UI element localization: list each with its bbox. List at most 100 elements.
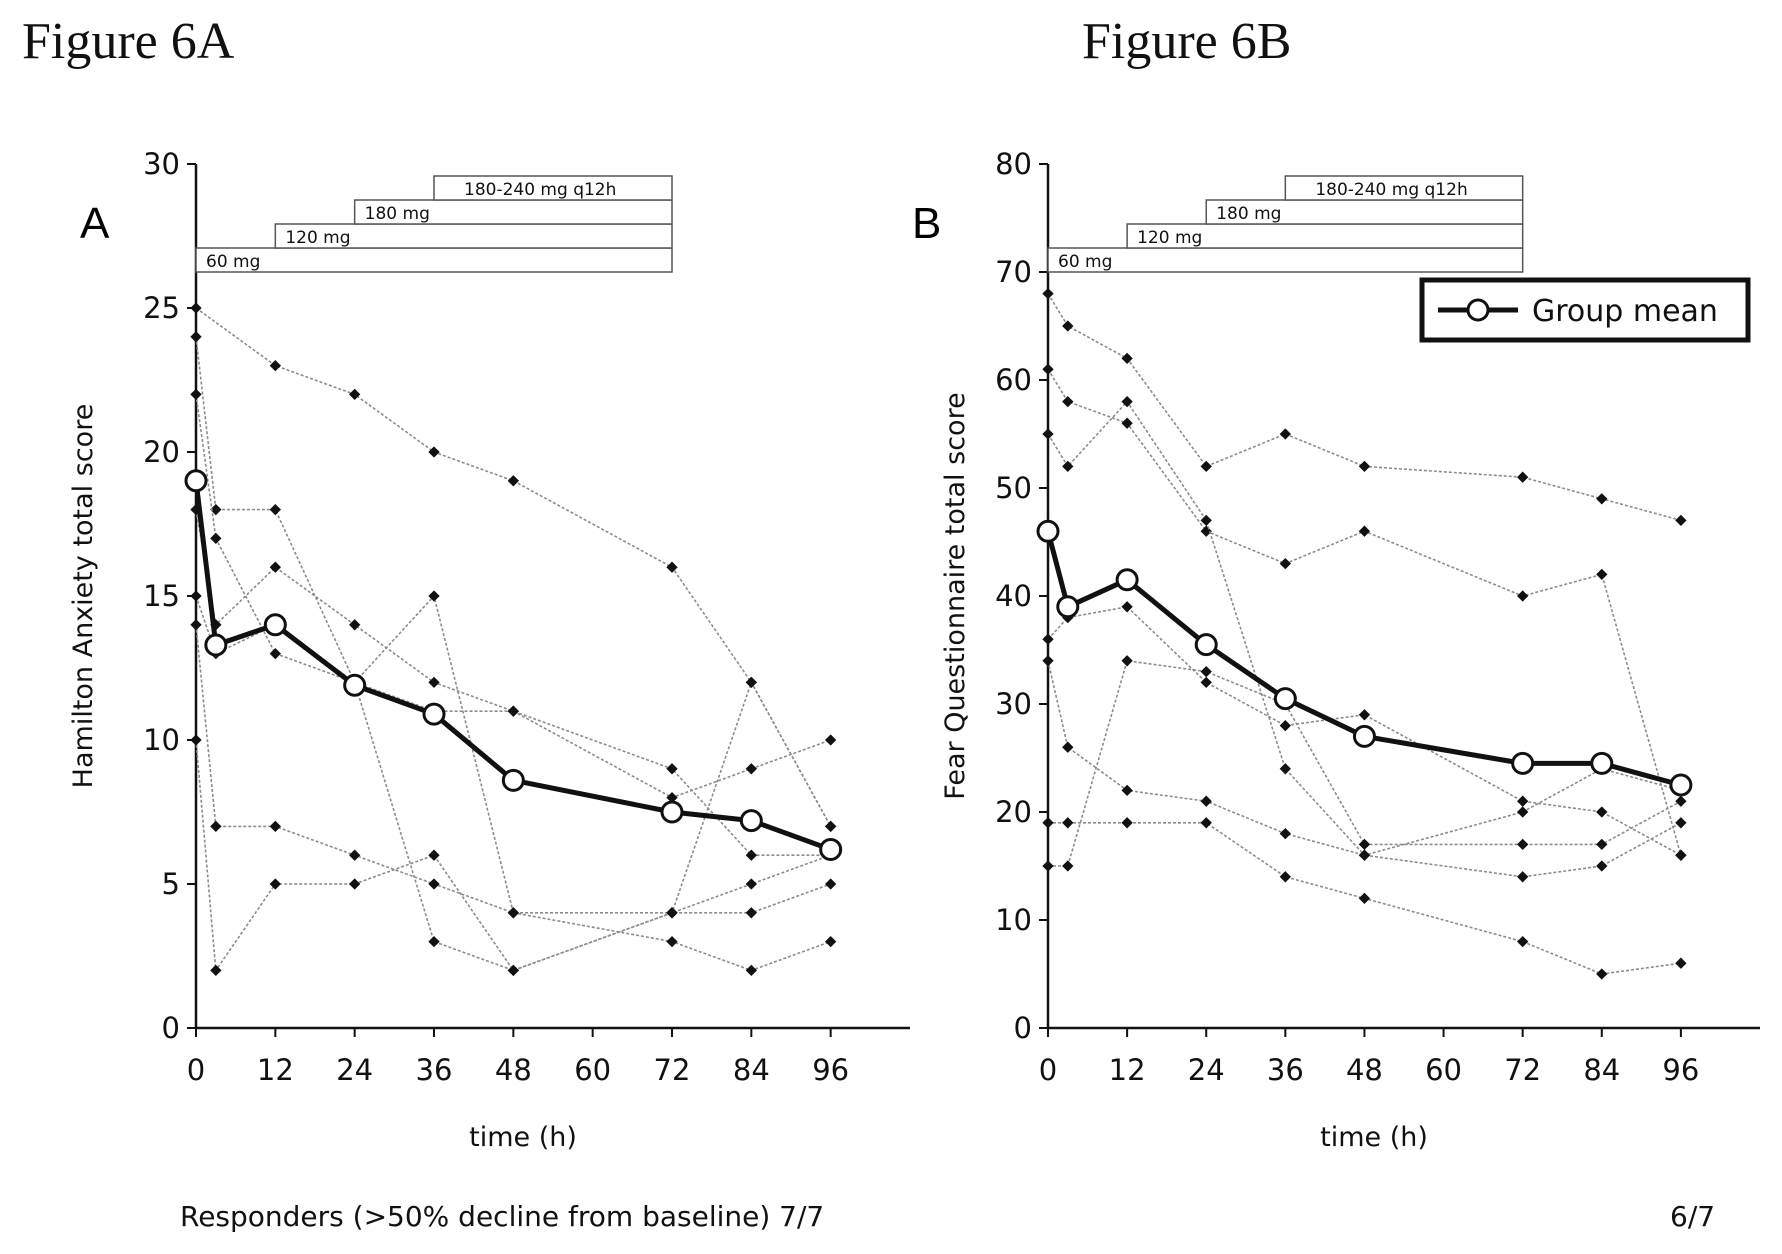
subject-point	[1279, 827, 1291, 840]
subject-point	[1121, 784, 1133, 797]
group-mean-point	[1669, 773, 1693, 797]
subject-point	[1279, 871, 1291, 883]
subject-point	[1675, 817, 1687, 829]
x-tick-label: 12	[257, 1053, 294, 1087]
subject-point	[1121, 395, 1133, 408]
subject-point	[1596, 860, 1608, 872]
subject-point	[666, 763, 678, 775]
group-mean-point	[263, 613, 287, 637]
x-tick-label: 84	[1583, 1053, 1620, 1087]
subject-point	[1200, 795, 1212, 807]
y-tick-label: 60	[995, 363, 1032, 397]
x-axis-title: time (h)	[469, 1122, 577, 1153]
subject-point	[745, 763, 757, 775]
y-tick-label: 10	[995, 903, 1032, 937]
subject-point	[1279, 763, 1291, 775]
y-tick-label: 50	[995, 471, 1032, 505]
dose-bar	[1126, 223, 1524, 249]
subject-point	[1675, 514, 1687, 527]
dose-label: 180-240 mg q12h	[464, 180, 616, 200]
responders-note-b: 6/7	[1670, 1200, 1716, 1233]
subject-point	[190, 331, 202, 343]
subject-point	[1517, 838, 1529, 851]
subject-point	[1517, 590, 1529, 602]
x-tick-label: 24	[1188, 1053, 1225, 1087]
subject-point	[428, 446, 440, 458]
dose-label: 180 mg	[1216, 204, 1281, 224]
subject-point	[428, 849, 440, 861]
subject-point	[1062, 320, 1074, 332]
dose-bar	[1284, 175, 1524, 201]
group-mean-point	[1511, 751, 1535, 775]
subject-line	[195, 624, 831, 972]
group-mean-point	[422, 702, 446, 726]
y-tick-label: 0	[1014, 1011, 1032, 1045]
group-mean-point	[1115, 568, 1139, 592]
group-mean-point	[1352, 724, 1376, 748]
subject-point	[269, 561, 281, 573]
dose-bar	[195, 247, 673, 273]
group-mean-line	[193, 480, 832, 852]
y-tick-label: 80	[995, 147, 1032, 181]
subject-point	[507, 907, 519, 919]
y-tick-label: 25	[143, 291, 180, 325]
subject-point	[1200, 817, 1212, 829]
subject-point	[269, 359, 281, 372]
subject-point	[1517, 806, 1529, 818]
y-tick-label: 15	[143, 579, 180, 613]
y-tick-label: 10	[143, 723, 180, 757]
x-tick-label: 24	[336, 1053, 373, 1087]
subject-point	[1062, 395, 1074, 408]
x-tick-label: 12	[1109, 1053, 1146, 1087]
subject-point	[210, 532, 222, 545]
subject-line	[1048, 821, 1681, 975]
group-mean-point	[204, 633, 228, 657]
subject-point	[1517, 795, 1529, 807]
subject-point	[190, 590, 202, 602]
dose-bar	[1205, 199, 1524, 225]
x-tick-label: 0	[187, 1053, 205, 1087]
subject-point	[1358, 709, 1371, 721]
subject-point	[745, 907, 757, 919]
x-tick-label: 96	[812, 1053, 849, 1087]
y-axis-title: Fear Questionnaire total score	[940, 392, 971, 799]
subject-point	[1358, 892, 1371, 905]
subject-point	[666, 907, 678, 919]
subject-point	[507, 475, 519, 487]
panel-letter: A	[80, 199, 110, 248]
dose-label: 180 mg	[365, 204, 430, 224]
x-tick-label: 48	[1346, 1053, 1383, 1087]
subject-point	[1042, 655, 1054, 667]
subject-point	[1121, 817, 1133, 829]
subject-line	[195, 336, 831, 972]
y-tick-label: 0	[162, 1011, 180, 1045]
legend-marker	[1466, 298, 1490, 322]
x-tick-label: 48	[495, 1053, 532, 1087]
subject-point	[1121, 601, 1133, 613]
subject-point	[1042, 817, 1054, 829]
subject-point	[1062, 460, 1074, 473]
subject-line	[1047, 368, 1682, 856]
subject-point	[210, 964, 222, 977]
y-tick-label: 20	[143, 435, 180, 469]
subject-point	[666, 791, 678, 804]
subject-point	[1675, 849, 1687, 861]
subject-point	[745, 878, 757, 890]
subject-point	[666, 935, 678, 948]
subject-point	[507, 705, 519, 717]
subject-point	[190, 619, 202, 631]
subject-point	[1042, 287, 1054, 300]
subject-point	[1596, 838, 1608, 851]
dose-bar	[1047, 247, 1524, 273]
subject-point	[666, 561, 678, 573]
group-mean-point	[343, 673, 367, 697]
dose-label: 120 mg	[1137, 228, 1202, 248]
x-tick-label: 36	[416, 1053, 453, 1087]
group-mean-point	[184, 469, 208, 493]
subject-point	[745, 676, 757, 689]
subject-point	[190, 302, 202, 314]
subject-point	[190, 734, 202, 746]
subject-point	[1358, 525, 1371, 537]
subject-line	[195, 394, 832, 914]
subject-point	[428, 676, 440, 689]
